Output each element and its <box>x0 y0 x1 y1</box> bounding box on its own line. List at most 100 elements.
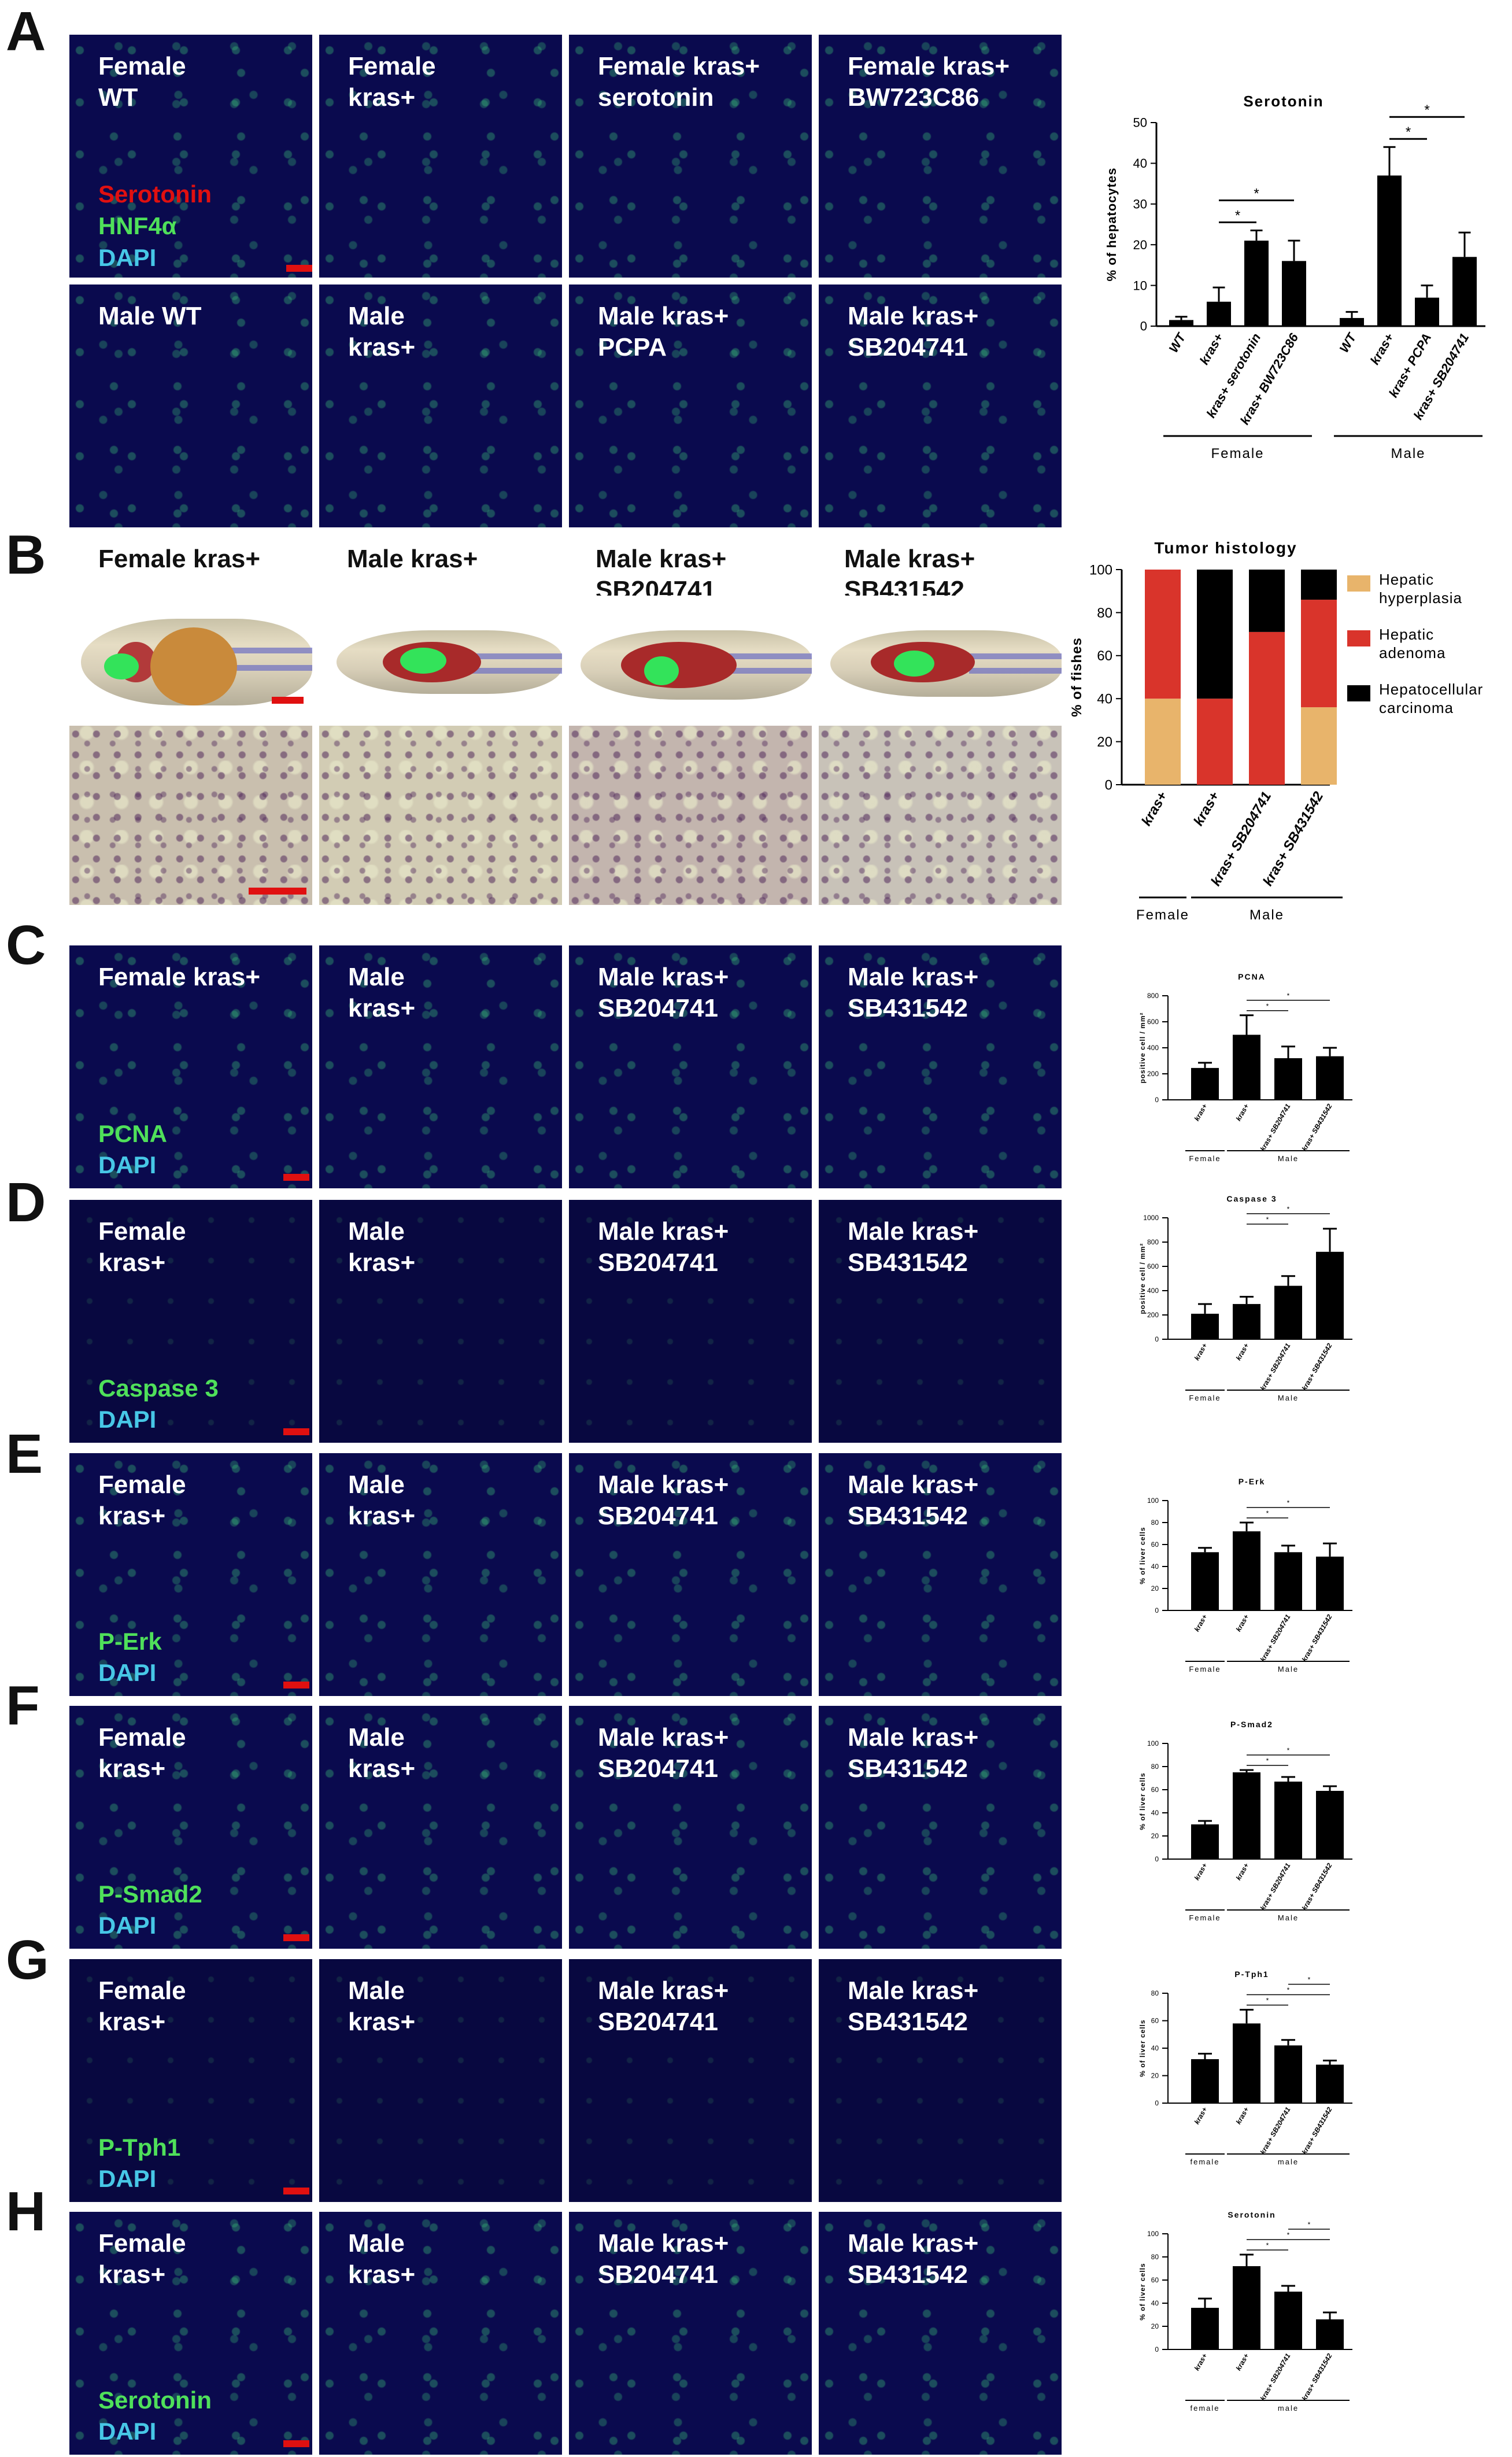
tile-label: Male kras+ SB204741 <box>598 1217 729 1277</box>
tile-label: Male kras+ SB431542 <box>848 1470 979 1530</box>
y-tick-label-f: 100 <box>1147 1739 1159 1747</box>
bar-b-1-2 <box>1197 570 1233 699</box>
x-tick-label-f-3: kras+ SB431542 <box>1300 1861 1334 1912</box>
y-tick-label-h: 100 <box>1147 2230 1159 2238</box>
group-label-g-0: female <box>1190 2157 1219 2166</box>
y-axis-label-d: positive cell / mm² <box>1138 1243 1147 1314</box>
bar-b-1-1 <box>1197 699 1233 785</box>
chart-title-h: Serotonin <box>1228 2210 1276 2219</box>
legend-swatch-1 <box>1347 630 1370 646</box>
x-tick-label-a-2: kras+ serotonin <box>1203 331 1263 420</box>
y-tick-label-e: 40 <box>1151 1562 1159 1571</box>
tile-label: Male kras+ <box>348 1217 416 1277</box>
x-tick-label-d-1: kras+ <box>1234 1342 1251 1362</box>
stain-label-primary: PCNA <box>98 1120 168 1147</box>
y-tick-label-h: 60 <box>1151 2276 1159 2284</box>
y-tick-label-c: 0 <box>1155 1096 1159 1104</box>
b-label-1: Male kras+ <box>347 545 478 573</box>
x-tick-label-f-1: kras+ <box>1234 1862 1251 1882</box>
y-tick-label-b: 20 <box>1097 734 1112 750</box>
legend-label-2: carcinoma <box>1379 699 1454 716</box>
bar-e-0 <box>1191 1552 1219 1610</box>
scale-bar <box>283 1174 309 1181</box>
y-tick-label-h: 80 <box>1151 2253 1159 2261</box>
sig-star-g-0: * <box>1266 1997 1269 2005</box>
sig-star-c-0: * <box>1266 1002 1269 1010</box>
tile-a-male-kras: Male kras+ <box>319 285 562 527</box>
bar-b-3-2 <box>1301 570 1337 600</box>
bar-b-0-1 <box>1145 570 1181 699</box>
chart-title-f: P-Smad2 <box>1230 1720 1273 1729</box>
y-axis-label-e: % of liver cells <box>1138 1527 1147 1584</box>
tile-a-female-kras-bw723c86: Female kras+ BW723C86 <box>819 35 1062 278</box>
tile-label: Male kras+ SB204741 <box>598 963 729 1022</box>
y-axis-label-a: % of hepatocytes <box>1104 168 1119 282</box>
bar-b-2-1 <box>1249 631 1285 785</box>
legend-label-1: Hepatic <box>1379 626 1434 643</box>
tile-f-2: Male kras+ SB204741 <box>569 1706 812 1949</box>
tile-label: Male WT <box>98 302 202 330</box>
tile-label: Female kras+ serotonin <box>598 52 760 112</box>
x-tick-label-g-0: kras+ <box>1193 2106 1209 2126</box>
y-tick-label-f: 80 <box>1151 1763 1159 1771</box>
tile-e-3: Male kras+ SB431542 <box>819 1453 1062 1696</box>
stain-label-dapi: DAPI <box>98 1406 157 1433</box>
x-tick-label-d-3: kras+ SB431542 <box>1300 1342 1334 1392</box>
bar-g-1 <box>1233 2023 1260 2103</box>
legend-swatch-2 <box>1347 685 1370 701</box>
sig-star-e-1: * <box>1287 1499 1290 1507</box>
bar-c-1 <box>1233 1034 1260 1100</box>
y-tick-label-g: 40 <box>1151 2044 1159 2052</box>
stain-label-dapi: DAPI <box>98 2418 157 2445</box>
y-tick-label-a: 0 <box>1140 319 1147 334</box>
sig-star-d-1: * <box>1287 1205 1290 1213</box>
tile-label: Male kras+ SB204741 <box>598 1976 729 2036</box>
tile-label: Male kras+ <box>348 1723 416 1783</box>
bar-d-3 <box>1316 1251 1344 1339</box>
tile-c-3: Male kras+ SB431542 <box>819 945 1062 1188</box>
bar-h-2 <box>1274 2292 1302 2349</box>
panel-letter-a: A <box>6 1 46 62</box>
bar-b-3-1 <box>1301 600 1337 708</box>
legend-swatch-0 <box>1347 575 1370 592</box>
tile-h-1: Male kras+ <box>319 2212 562 2455</box>
x-tick-label-b-2: kras+ SB204741 <box>1208 789 1274 889</box>
y-tick-label-f: 60 <box>1151 1786 1159 1794</box>
x-tick-label-a-5: kras+ <box>1367 331 1397 367</box>
legend-label-0: Hepatic <box>1379 571 1434 588</box>
stain-label-dapi: DAPI <box>98 1912 157 1939</box>
tile-f-0: Female kras+ P-Smad2 DAPI <box>69 1706 312 1949</box>
tile-label: Male kras+ SB431542 <box>848 1976 979 2036</box>
y-tick-label-b: 60 <box>1097 648 1112 664</box>
group-label-g-1: male <box>1278 2157 1299 2166</box>
y-tick-label-e: 0 <box>1155 1606 1159 1614</box>
scale-bar <box>283 2440 309 2447</box>
x-tick-label-c-2: kras+ SB204741 <box>1259 1102 1292 1152</box>
x-tick-label-g-2: kras+ SB204741 <box>1259 2105 1292 2156</box>
y-tick-label-b: 100 <box>1089 562 1112 578</box>
bar-c-2 <box>1274 1058 1302 1100</box>
bar-g-2 <box>1274 2045 1302 2103</box>
chart-title-b: Tumor histology <box>1154 539 1297 557</box>
sig-star-h-1: * <box>1287 2231 1290 2239</box>
x-tick-label-e-1: kras+ <box>1234 1613 1251 1633</box>
y-tick-label-h: 0 <box>1155 2345 1159 2353</box>
x-tick-label-b-3: kras+ SB431542 <box>1260 789 1326 889</box>
tile-label: Male kras+ SB204741 <box>848 302 979 361</box>
bar-a-7 <box>1452 257 1477 326</box>
bar-b-0-0 <box>1145 699 1181 785</box>
bar-a-4 <box>1340 317 1364 326</box>
panel-letter-b: B <box>6 524 46 586</box>
y-tick-label-c: 200 <box>1147 1070 1159 1078</box>
bar-e-1 <box>1233 1531 1260 1610</box>
tile-e-1: Male kras+ <box>319 1453 562 1696</box>
tile-a-female-kras: Female kras+ <box>319 35 562 278</box>
y-tick-label-d: 1000 <box>1143 1214 1159 1222</box>
group-label-a-0: Female <box>1211 446 1264 461</box>
panel-letter-c: C <box>6 914 46 976</box>
tile-h-3: Male kras+ SB431542 <box>819 2212 1062 2455</box>
legend-label-0: hyperplasia <box>1379 589 1462 607</box>
bar-h-3 <box>1316 2319 1344 2349</box>
sig-star-a-1: * <box>1254 186 1259 202</box>
tile-label: Male kras+ <box>348 2229 416 2289</box>
